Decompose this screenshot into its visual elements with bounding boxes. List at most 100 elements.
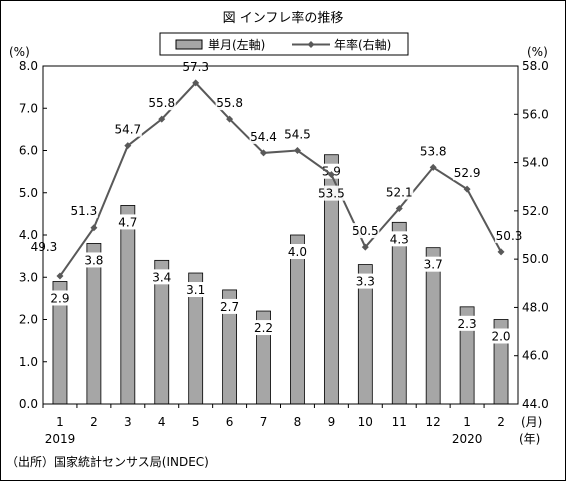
left-axis-ticks: 0.0 1.0 2.0 3.0 4.0 5.0 6.0 7.0 8.0 (19, 59, 47, 411)
line-value-label: 49.3 (31, 240, 58, 254)
bar-value-label: 3.1 (186, 283, 205, 297)
line-label-bg (495, 227, 524, 243)
line-value-label: 52.1 (386, 185, 413, 199)
line-label-bg (69, 202, 98, 218)
right-tick-label: 44.0 (522, 397, 549, 411)
x-unit-year: (年) (519, 432, 540, 446)
right-axis-unit: (%) (527, 45, 548, 59)
left-tick-label: 0.0 (19, 397, 38, 411)
x-month-label: 1 (56, 415, 64, 429)
left-tick-label: 8.0 (19, 59, 38, 73)
line-value-label: 50.5 (352, 224, 379, 238)
x-month-label: 2 (497, 415, 505, 429)
line-point (463, 185, 471, 193)
x-month-label: 6 (226, 415, 234, 429)
line-point (90, 224, 98, 232)
line-value-label: 55.8 (216, 96, 243, 110)
legend-box (159, 32, 409, 56)
legend-line-label: 年率(右軸) (334, 37, 391, 52)
line-label-bg (29, 239, 58, 255)
bar-value-label: 3.7 (424, 258, 443, 272)
line-point (497, 248, 505, 256)
x-month-label: 12 (426, 415, 441, 429)
bar-label-bg (80, 252, 107, 268)
bar-value-label: 3.4 (152, 270, 171, 284)
line-label-bg (385, 184, 414, 200)
line-value-label: 54.7 (114, 123, 141, 137)
line-label-bg (419, 143, 448, 159)
line-point (361, 243, 369, 251)
x-month-label: 3 (124, 415, 132, 429)
x-month-label: 4 (158, 415, 166, 429)
bar (290, 234, 305, 405)
bar-value-label: 3.3 (356, 275, 375, 289)
bar-label-bg (250, 320, 277, 336)
legend-line-marker (307, 41, 315, 48)
left-axis-unit: (%) (9, 45, 30, 59)
x-month-label: 5 (192, 415, 200, 429)
legend-bar-label: 単月(左軸) (208, 37, 265, 52)
line-value-labels: 49.3 51.3 54.7 55.8 57.3 55.8 54.4 54.5 53.5 50.5… (29, 58, 524, 255)
plot-area-border (42, 65, 519, 405)
line-point (293, 147, 301, 154)
bar-value-label: 4.7 (118, 215, 137, 229)
line-series (56, 79, 505, 280)
annual-rate-line (59, 81, 502, 277)
bar-label-bg (420, 256, 447, 272)
line-label-bg (351, 223, 380, 239)
line-point (327, 171, 335, 179)
bar-value-label: 2.0 (491, 330, 510, 344)
line-value-label: 53.8 (420, 144, 447, 158)
bar-label-bg (454, 315, 481, 331)
bar-label-bg (114, 214, 141, 230)
line-value-label: 55.8 (148, 96, 175, 110)
line-value-label: 54.4 (250, 130, 277, 144)
bar-label-bg (386, 231, 413, 247)
bar-label-bg (148, 269, 175, 285)
left-tick-label: 7.0 (19, 101, 38, 115)
line-value-label: 54.5 (284, 128, 311, 142)
x-year-label: 2020 (452, 432, 483, 446)
bar-value-label: 2.3 (458, 317, 477, 331)
x-month-label: 7 (260, 415, 268, 429)
line-point (56, 272, 64, 280)
left-tick-label: 2.0 (19, 313, 38, 327)
right-tick-label: 54.0 (522, 156, 549, 170)
bar-value-label: 4.0 (288, 245, 307, 259)
line-point (124, 142, 132, 150)
bar-label-bg (182, 282, 209, 298)
legend: 単月(左軸) 年率(右軸) (159, 32, 409, 56)
right-tick-label: 50.0 (522, 252, 549, 266)
line-value-label: 52.9 (454, 166, 481, 180)
bar-value-labels: 2.93.84.73.43.12.72.24.05.93.34.33.72.32… (46, 163, 515, 344)
x-month-label: 8 (294, 415, 302, 429)
right-tick-label: 46.0 (522, 349, 549, 363)
line-value-label: 57.3 (182, 60, 209, 74)
bar-value-label: 2.9 (50, 291, 69, 305)
line-point (395, 204, 403, 212)
bar-label-bg (216, 298, 243, 314)
x-month-label: 1 (463, 415, 471, 429)
bar (391, 221, 407, 405)
bar-label-bg (352, 273, 379, 289)
line-value-label: 51.3 (71, 204, 98, 218)
line-point (192, 79, 200, 87)
bar (86, 243, 102, 405)
line-point (429, 163, 437, 171)
x-year-label: 2019 (45, 432, 76, 446)
x-month-label: 11 (392, 415, 407, 429)
line-label-bg (453, 165, 482, 181)
right-tick-label: 52.0 (522, 204, 549, 218)
line-point (226, 115, 234, 123)
legend-bar-swatch (175, 39, 203, 50)
line-point (260, 149, 268, 157)
x-month-label: 2 (90, 415, 98, 429)
line-label-bg (317, 185, 346, 201)
bar-value-label: 4.3 (390, 232, 409, 246)
bar-label-bg (488, 328, 515, 344)
right-axis-ticks: 44.0 46.0 48.0 50.0 52.0 54.0 56.0 58.0 (514, 59, 549, 411)
left-tick-label: 5.0 (19, 186, 38, 200)
